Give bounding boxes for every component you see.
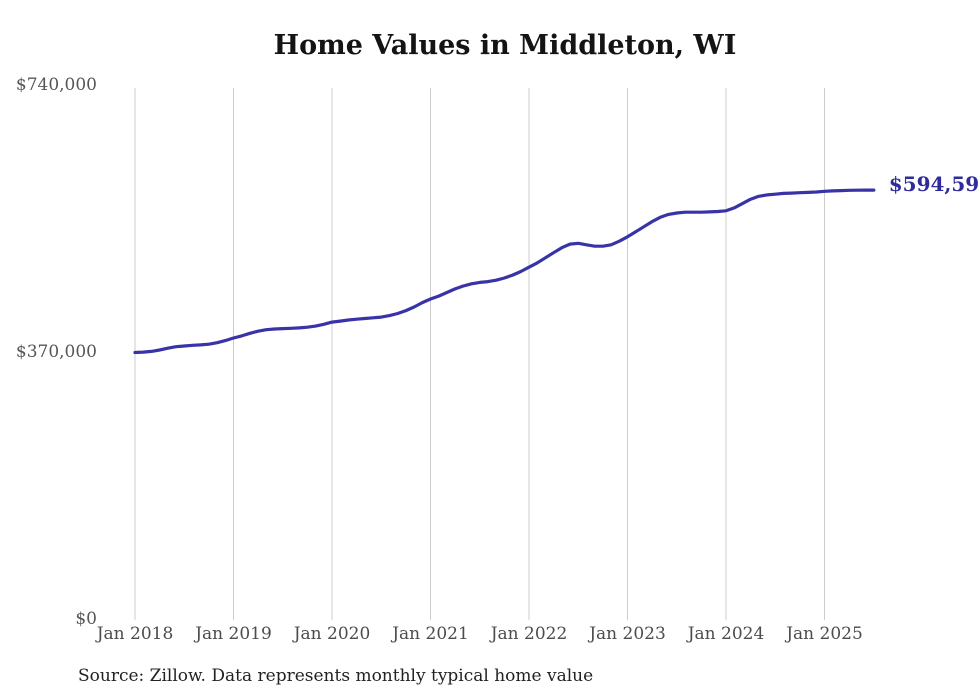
latest-value-label: $594,591 — [888, 172, 980, 197]
x-axis-tick-jan-2018: Jan 2018 — [96, 624, 174, 644]
y-axis-tick-0: $0 — [75, 609, 97, 629]
vertical-gridlines — [134, 88, 825, 620]
x-axis-tick-jan-2019: Jan 2019 — [195, 624, 272, 644]
source-note: Source: Zillow. Data represents monthly … — [78, 666, 594, 686]
y-axis-tick-370000: $370,000 — [15, 342, 97, 362]
x-axis-tick-jan-2025: Jan 2025 — [786, 624, 863, 644]
x-axis-tick-jan-2023: Jan 2023 — [589, 624, 666, 644]
x-axis-tick-jan-2024: Jan 2024 — [687, 624, 765, 644]
y-axis-tick-740000: $740,000 — [15, 75, 97, 95]
x-axis-tick-jan-2021: Jan 2021 — [392, 624, 469, 644]
chart-title: Home Values in Middleton, WI — [273, 30, 737, 61]
x-axis-tick-jan-2020: Jan 2020 — [293, 624, 371, 644]
x-axis-tick-jan-2022: Jan 2022 — [490, 624, 568, 644]
home-value-line — [133, 188, 876, 355]
